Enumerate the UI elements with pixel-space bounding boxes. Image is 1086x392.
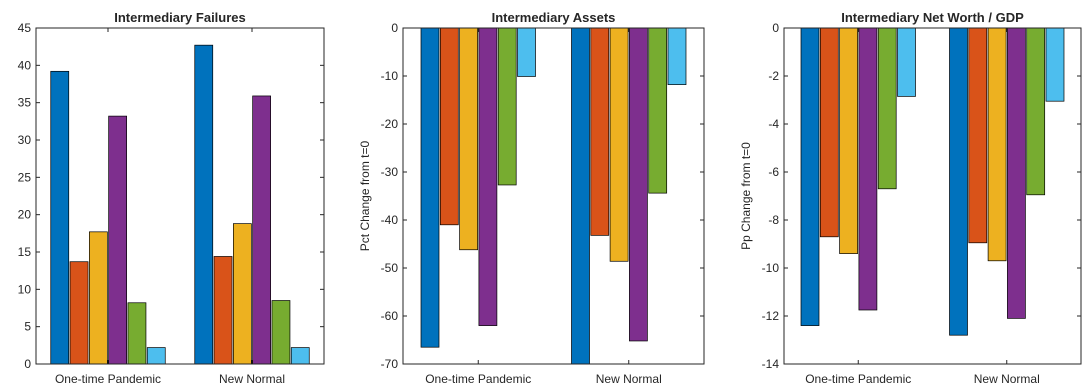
bar [478,27,498,326]
y-tick-label: 25 [18,170,32,184]
panel-title: Intermediary Failures [114,10,246,25]
x-tick-label: One-time Pandemic [805,372,911,386]
bar [1026,27,1046,196]
panel-intermediary-assets: Intermediary Assets Pct Change from t=0 … [358,10,705,386]
bars-group [800,27,1065,336]
bar [629,27,648,342]
bar [108,115,128,365]
bar [517,27,536,77]
y-tick-label: -60 [381,309,399,323]
y-tick-label: -40 [381,213,399,227]
x-tick-label: New Normal [219,372,285,386]
panel-intermediary-failures: Intermediary Failures 0 5 10 15 20 25 30 35 40 45… [18,10,325,386]
bar [439,27,459,226]
x-tick-label: One-time Pandemic [425,372,531,386]
y-tick-label: 0 [24,357,31,371]
bar [609,27,629,262]
y-tick-label: -20 [381,117,399,131]
x-ticks: One-time Pandemic New Normal [425,28,662,386]
bar [50,70,70,365]
y-tick-label: 15 [18,245,32,259]
axes-box [35,27,325,365]
y-tick-label: 5 [24,320,31,334]
y-axis-label: Pct Change from t=0 [358,140,372,251]
axes-box [783,27,1082,365]
bar [877,27,897,190]
y-tick-label: 0 [391,21,398,35]
x-ticks: One-time Pandemic New Normal [805,28,1040,386]
bar [590,27,610,236]
panel-title: Intermediary Net Worth / GDP [841,10,1024,25]
bar [897,27,916,97]
y-tick-label: -14 [762,357,780,371]
y-tick-label: 20 [18,208,32,222]
panel-title: Intermediary Assets [492,10,616,25]
panel-intermediary-net-worth-gdp: Intermediary Net Worth / GDP Pp Change f… [739,10,1082,386]
y-ticks: -14 -12 -10 -8 -6 -4 -2 0 [762,21,1081,371]
y-tick-label: -8 [768,213,779,227]
y-tick-label: 30 [18,133,32,147]
y-tick-label: -12 [762,309,780,323]
bars-group [420,27,687,365]
bar [667,27,687,85]
y-tick-label: -50 [381,261,399,275]
bar [233,223,252,365]
y-ticks: 0 5 10 15 20 25 30 35 40 45 [18,21,324,371]
bar [290,347,310,365]
bar [271,300,291,365]
x-tick-label: One-time Pandemic [55,372,161,386]
bar [459,27,478,251]
bar [968,27,988,244]
bar [252,95,271,365]
y-tick-label: 0 [772,21,779,35]
y-tick-label: -10 [762,261,780,275]
bar [1007,27,1026,319]
bar [858,27,878,311]
y-tick-label: -70 [381,357,399,371]
y-tick-label: 35 [18,96,32,110]
bar [571,27,590,365]
y-tick-label: 45 [18,21,32,35]
bar [69,261,89,365]
bar [949,27,968,336]
y-axis-label: Pp Change from t=0 [739,142,753,250]
bar [648,27,668,194]
y-ticks: -70 -60 -50 -40 -30 -20 -10 0 [381,21,704,371]
bar [987,27,1007,262]
bar [839,27,858,254]
bar [819,27,839,238]
x-ticks: One-time Pandemic New Normal [55,28,285,386]
bar [213,256,233,365]
axes-box [402,27,705,365]
y-tick-label: -4 [768,117,779,131]
x-tick-label: New Normal [596,372,662,386]
bar [127,302,147,365]
x-tick-label: New Normal [974,372,1040,386]
y-tick-label: -2 [768,69,779,83]
bar [497,27,517,186]
y-tick-label: -30 [381,165,399,179]
bar [1045,27,1065,102]
bars-group [50,44,310,365]
y-tick-label: 10 [18,282,32,296]
bar [88,231,108,365]
bar [420,27,440,348]
y-tick-label: -6 [768,165,779,179]
bar [194,44,214,365]
bar [146,347,166,365]
y-tick-label: 40 [18,58,32,72]
bar [800,27,820,326]
y-tick-label: -10 [381,69,399,83]
